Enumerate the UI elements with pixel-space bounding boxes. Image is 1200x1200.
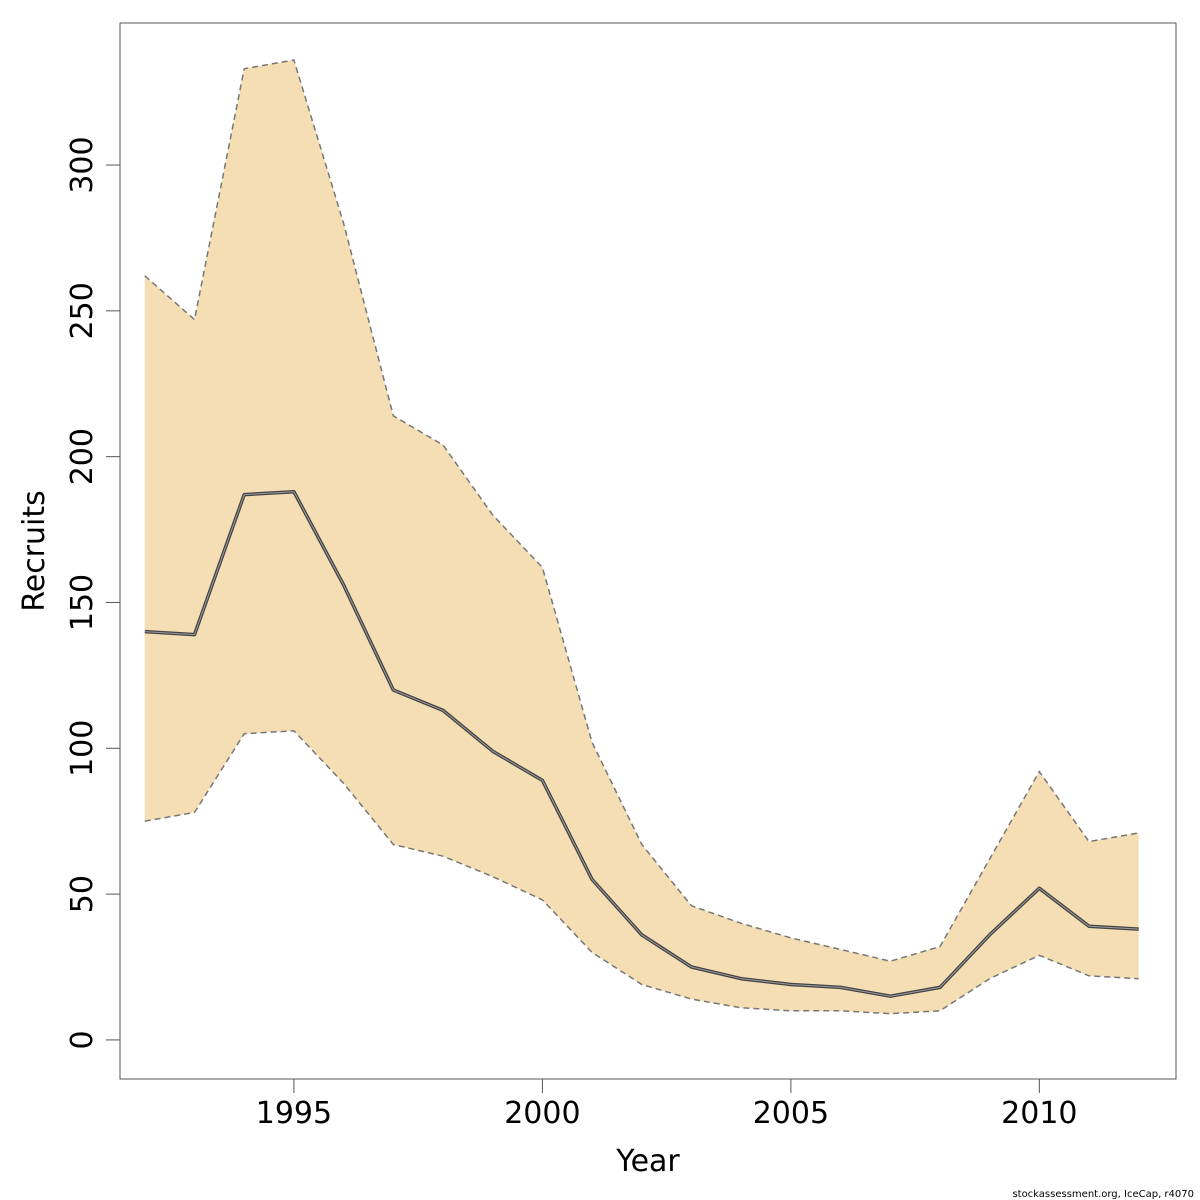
y-tick-label-0: 0 [65,1030,100,1049]
confidence-band-layer [144,60,1139,1014]
lower-bound-line [144,730,1139,1015]
y-tick-label-150: 150 [65,574,100,631]
x-tick-label-1995: 1995 [256,1096,332,1131]
plot-frame [119,22,1177,1080]
footer-credit: stockassessment.org, IceCap, r4070 [1012,1189,1194,1200]
y-tick-label-200: 200 [65,428,100,485]
y-tick-label-100: 100 [65,720,100,777]
axis-layer: 1995 2000 2005 2010 0 50 100 150 200 250 300 [65,136,1078,1131]
x-tick-label-2010: 2010 [1001,1096,1077,1131]
y-axis-title: Recruits [17,490,52,612]
upper-bound-line [144,59,1139,962]
estimate-line-highlight [144,491,1139,997]
series-line-layer [144,59,1139,1015]
confidence-band [144,60,1139,1014]
x-axis-title: Year [615,1144,680,1179]
y-tick-label-50: 50 [65,875,100,913]
x-tick-label-2000: 2000 [504,1096,580,1131]
x-tick-label-2005: 2005 [753,1096,829,1131]
y-tick-label-250: 250 [65,282,100,339]
y-tick-label-300: 300 [65,136,100,193]
